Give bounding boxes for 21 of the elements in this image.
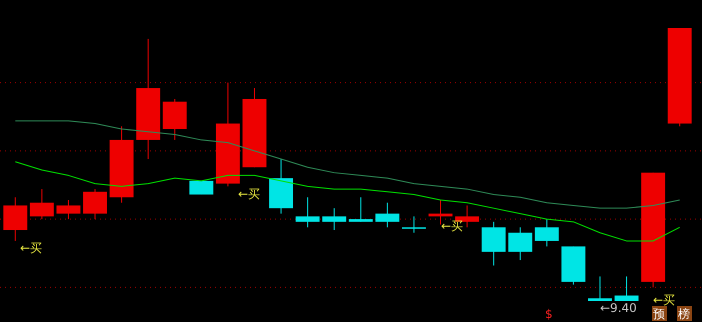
candlestick xyxy=(588,276,612,302)
text: 预 xyxy=(653,307,665,321)
candlestick xyxy=(56,199,80,220)
candlestick xyxy=(375,202,400,228)
text: $ xyxy=(545,307,553,321)
candlestick xyxy=(30,188,54,220)
candlestick xyxy=(402,216,426,234)
annotation: ←买 xyxy=(238,187,260,201)
candlestick xyxy=(534,218,559,247)
candlestick xyxy=(322,208,346,231)
annotation: ←买 xyxy=(20,241,42,255)
candlestick xyxy=(296,196,320,228)
text: 榜 xyxy=(678,307,690,321)
candlestick xyxy=(428,199,452,226)
annotation: ←买 xyxy=(441,219,464,233)
annotation: ←买 xyxy=(653,293,676,307)
candlestick xyxy=(83,188,107,220)
annotation: ←9.40 xyxy=(600,301,637,315)
candlestick xyxy=(614,276,639,302)
candlestick xyxy=(508,226,532,261)
candlestick xyxy=(348,196,373,222)
